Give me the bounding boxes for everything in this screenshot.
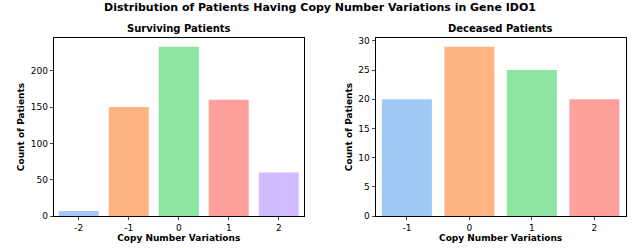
svg-text:Surviving Patients: Surviving Patients	[127, 23, 231, 34]
svg-text:50: 50	[36, 175, 48, 185]
svg-text:2: 2	[592, 223, 598, 233]
svg-text:0: 0	[42, 211, 48, 221]
svg-text:-1: -1	[402, 223, 411, 233]
svg-text:Distribution of Patients Havin: Distribution of Patients Having Copy Num…	[104, 1, 536, 14]
svg-text:0: 0	[176, 223, 182, 233]
svg-text:150: 150	[31, 102, 48, 112]
svg-text:Count of Patients: Count of Patients	[344, 83, 354, 171]
svg-text:-1: -1	[124, 223, 133, 233]
svg-text:Count of Patients: Count of Patients	[16, 83, 26, 171]
svg-text:Copy Number Variations: Copy Number Variations	[117, 233, 240, 243]
svg-text:200: 200	[31, 66, 48, 76]
svg-text:2: 2	[276, 223, 282, 233]
svg-text:5: 5	[364, 182, 370, 192]
svg-text:100: 100	[31, 139, 48, 149]
svg-text:1: 1	[226, 223, 232, 233]
svg-text:0: 0	[364, 211, 370, 221]
svg-text:20: 20	[358, 94, 370, 104]
svg-text:-2: -2	[74, 223, 83, 233]
svg-text:Copy Number Variations: Copy Number Variations	[439, 233, 562, 243]
svg-text:10: 10	[358, 153, 370, 163]
svg-text:30: 30	[358, 36, 370, 46]
svg-text:Deceased Patients: Deceased Patients	[448, 23, 553, 34]
svg-text:1: 1	[529, 223, 535, 233]
svg-text:0: 0	[467, 223, 473, 233]
svg-text:15: 15	[358, 124, 369, 134]
svg-text:25: 25	[358, 65, 369, 75]
